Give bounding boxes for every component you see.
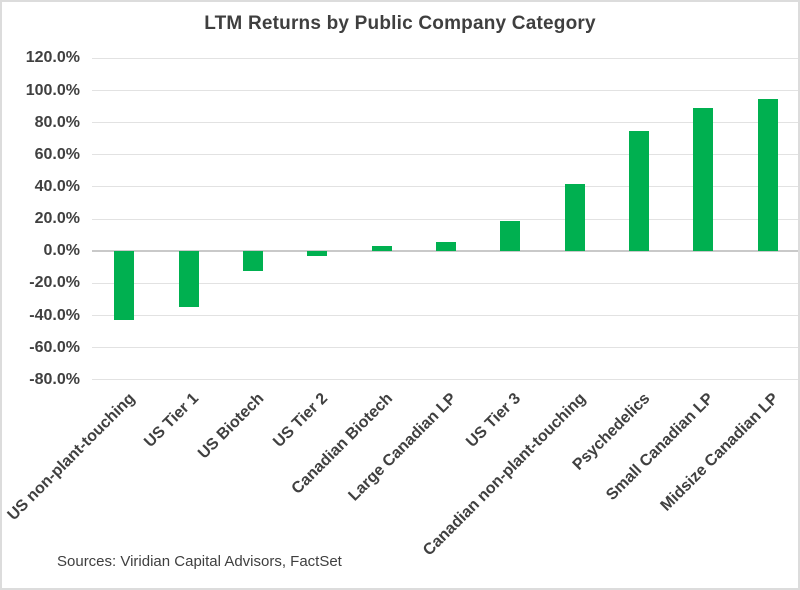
bar-canadian-biotech [371,246,392,252]
bar-us-tier-1 [178,251,199,308]
bar-us-non-plant-touching [114,251,135,321]
x-axis-label-small-canadian-lp: Small Canadian LP [603,390,718,504]
bar-us-tier-3 [500,220,521,252]
y-gridline [92,90,798,92]
y-gridline [92,282,798,284]
y-gridline [92,186,798,188]
bar-midsize-canadian-lp [757,98,778,252]
y-gridline [92,347,798,349]
bar-small-canadian-lp [693,108,714,252]
y-axis-tick-label: -40.0% [29,306,80,324]
bar-us-biotech [242,251,263,271]
bar-canadian-non-plant-touching [564,183,585,252]
y-axis-tick-label: -80.0% [29,370,80,388]
x-axis-label-us-tier-1: US Tier 1 [141,390,203,451]
y-gridline [92,379,798,381]
bar-us-tier-2 [307,251,328,257]
x-axis-label-us-tier-2: US Tier 2 [270,390,332,451]
y-gridline [92,218,798,220]
y-axis-tick-label: 40.0% [34,177,80,195]
y-axis-tick-label: 100.0% [25,81,80,99]
x-axis-zero-line [92,250,798,253]
x-axis-label-us-non-plant-touching: US non-plant-touching [4,390,139,524]
x-axis-label-us-tier-3: US Tier 3 [463,390,525,451]
y-axis-tick-label: 20.0% [34,210,80,228]
bar-psychedelics [629,130,650,252]
x-axis-label-large-canadian-lp: Large Canadian LP [345,390,461,505]
y-gridline [92,315,798,317]
y-axis-tick-label: 60.0% [34,145,80,163]
x-axis-label-us-biotech: US Biotech [194,390,267,463]
y-gridline [92,57,798,59]
y-axis-tick-label: -20.0% [29,274,80,292]
bar-large-canadian-lp [436,241,456,252]
y-gridline [92,122,798,124]
source-note: Sources: Viridian Capital Advisors, Fact… [57,553,342,570]
y-gridline [92,154,798,156]
y-axis-tick-label: -60.0% [29,338,80,356]
y-axis-tick-label: 0.0% [43,242,80,260]
y-axis-tick-label: 80.0% [34,113,80,131]
y-axis-tick-label: 120.0% [25,49,80,67]
x-axis-label-midsize-canadian-lp: Midsize Canadian LP [657,390,782,515]
chart-title: LTM Returns by Public Company Category [204,13,596,34]
